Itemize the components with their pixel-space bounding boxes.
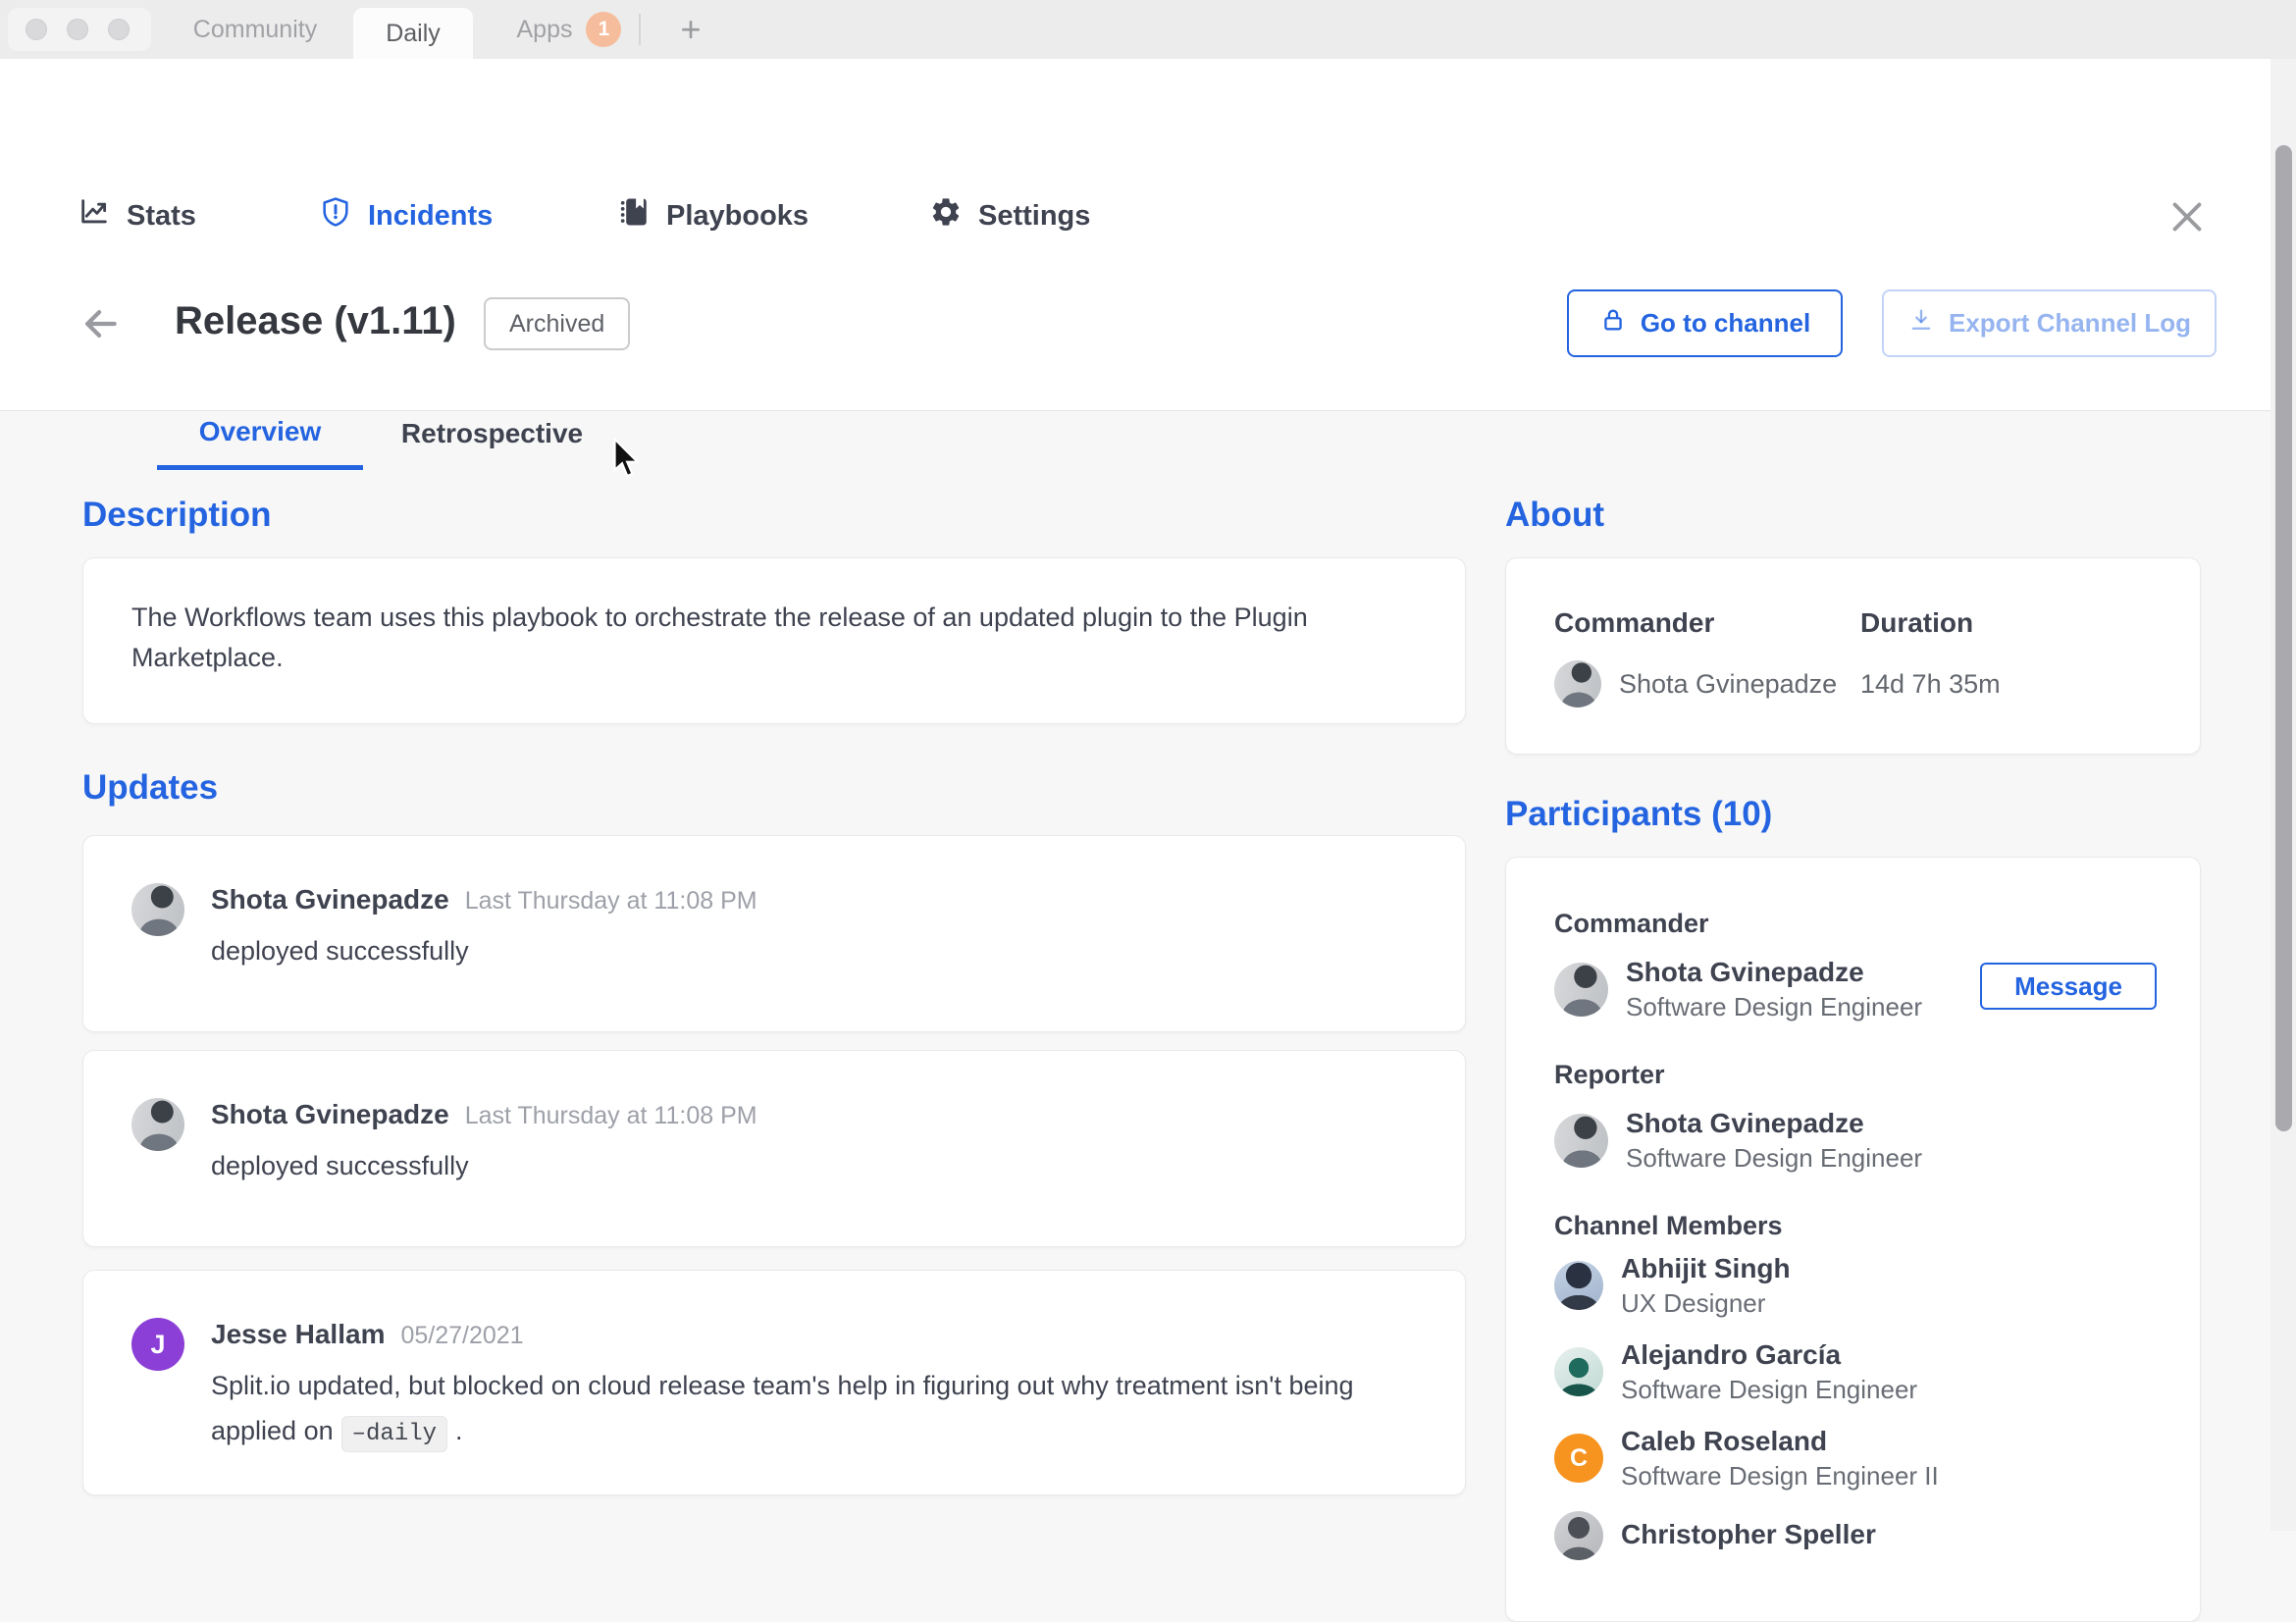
back-arrow-icon[interactable] (78, 302, 122, 345)
update-card: Shota Gvinepadze Last Thursday at 11:08 … (82, 1050, 1466, 1247)
window-maximize-dot[interactable] (108, 19, 130, 40)
avatar: J (131, 1318, 184, 1371)
avatar (1554, 1347, 1603, 1396)
avatar (131, 883, 184, 936)
message-button[interactable]: Message (1980, 963, 2157, 1010)
avatar (1554, 660, 1601, 707)
browser-tab-apps[interactable]: Apps 1 (496, 0, 643, 59)
export-channel-log-button[interactable]: Export Channel Log (1882, 289, 2217, 357)
close-icon[interactable] (2165, 194, 2210, 239)
update-message: deployed successfully (211, 936, 469, 966)
participant-name[interactable]: Shota Gvinepadze (1626, 1108, 1864, 1138)
avatar (131, 1098, 184, 1151)
gear-icon (929, 195, 963, 236)
description-heading: Description (82, 496, 272, 534)
tab-retrospective[interactable]: Retrospective (400, 418, 584, 448)
member-role: UX Designer (1621, 1288, 1766, 1318)
about-heading: About (1505, 496, 1605, 534)
lock-icon (1599, 306, 1627, 340)
member-name[interactable]: Christopher Speller (1621, 1519, 1876, 1549)
member-row: Alejandro García Software Design Enginee… (1554, 1338, 2157, 1405)
participant-role: Software Design Engineer (1626, 1143, 1923, 1173)
member-name[interactable]: Alejandro García (1621, 1339, 1842, 1370)
participants-heading: Participants (10) (1505, 795, 1773, 833)
nav-item-playbooks[interactable]: Playbooks (617, 192, 809, 239)
participant-row-commander: Shota Gvinepadze Software Design Enginee… (1554, 956, 2157, 1022)
member-role: Software Design Engineer II (1621, 1461, 1939, 1491)
member-row: Abhijit Singh UX Designer (1554, 1252, 2157, 1319)
participant-role: Software Design Engineer (1626, 992, 1923, 1021)
participants-card: Commander Shota Gvinepadze Software Desi… (1505, 857, 2201, 1622)
export-channel-log-label: Export Channel Log (1949, 308, 2191, 338)
member-row: Christopher Speller (1554, 1511, 2157, 1560)
update-timestamp: Last Thursday at 11:08 PM (464, 1102, 757, 1129)
avatar (1554, 1113, 1608, 1168)
notebook-icon (617, 195, 651, 236)
commander-label: Commander (1554, 607, 1715, 638)
reporter-label: Reporter (1554, 1060, 1665, 1089)
description-card: The Workflows team uses this playbook to… (82, 557, 1466, 724)
about-card: Commander Shota Gvinepadze Duration 14d … (1505, 557, 2201, 755)
window-controls (8, 8, 151, 51)
member-name[interactable]: Abhijit Singh (1621, 1253, 1791, 1283)
browser-tab-label: Daily (386, 19, 441, 47)
browser-tab-label: Community (192, 15, 318, 43)
update-card: Shota Gvinepadze Last Thursday at 11:08 … (82, 835, 1466, 1032)
status-badge: Archived (484, 297, 631, 350)
update-message: deployed successfully (211, 1151, 469, 1180)
tab-separator (639, 14, 641, 45)
commander-label: Commander (1554, 909, 1709, 938)
member-name[interactable]: Caleb Roseland (1621, 1426, 1828, 1456)
updates-heading: Updates (82, 768, 219, 807)
commander-name[interactable]: Shota Gvinepadze (1619, 668, 1838, 699)
shield-alert-icon (319, 195, 352, 236)
browser-tab-community[interactable]: Community (167, 0, 343, 59)
new-tab-button[interactable]: + (680, 9, 702, 49)
duration-label: Duration (1860, 607, 1974, 638)
member-role: Software Design Engineer (1621, 1375, 1918, 1404)
update-author[interactable]: Shota Gvinepadze (211, 884, 449, 915)
channel-members-label: Channel Members (1554, 1211, 1783, 1240)
avatar (1554, 1261, 1603, 1310)
window-close-dot[interactable] (26, 19, 47, 40)
nav-item-label: Stats (127, 199, 196, 232)
update-card: J Jesse Hallam 05/27/2021 Split.io updat… (82, 1270, 1466, 1495)
nav-item-settings[interactable]: Settings (929, 192, 1090, 239)
update-timestamp: 05/27/2021 (400, 1322, 524, 1349)
apps-count-badge: 1 (586, 12, 622, 47)
nav-item-label: Incidents (368, 199, 494, 232)
tab-overview[interactable]: Overview (157, 397, 363, 470)
page-header: Stats Incidents (0, 59, 2296, 470)
update-author[interactable]: Shota Gvinepadze (211, 1099, 449, 1129)
browser-tab-daily[interactable]: Daily (353, 8, 473, 59)
duration-value: 14d 7h 35m (1860, 668, 2001, 699)
participant-name[interactable]: Shota Gvinepadze (1626, 957, 1864, 987)
mouse-cursor-icon (610, 436, 646, 479)
page-title: Release (v1.11) (175, 299, 456, 342)
go-to-channel-label: Go to channel (1640, 308, 1811, 338)
avatar (1554, 962, 1608, 1017)
download-icon (1907, 306, 1935, 340)
scrollbar-thumb[interactable] (2275, 145, 2292, 1131)
update-message: Split.io updated, but blocked on cloud r… (211, 1363, 1417, 1457)
nav-item-label: Settings (978, 199, 1091, 232)
update-timestamp: Last Thursday at 11:08 PM (464, 887, 757, 915)
description-text: The Workflows team uses this playbook to… (131, 602, 1308, 672)
nav-item-incidents[interactable]: Incidents (319, 192, 493, 239)
avatar (1554, 1511, 1603, 1560)
browser-tab-label: Apps (516, 15, 573, 43)
update-author[interactable]: Jesse Hallam (211, 1319, 386, 1349)
participant-row-reporter: Shota Gvinepadze Software Design Enginee… (1554, 1107, 2157, 1174)
member-row: C Caleb Roseland Software Design Enginee… (1554, 1425, 2157, 1491)
nav-item-label: Playbooks (666, 199, 809, 232)
inline-code-chip: –daily (340, 1416, 448, 1452)
chart-icon (78, 195, 111, 236)
browser-tab-bar: Community Daily Apps 1 + (0, 0, 2296, 59)
avatar: C (1554, 1434, 1603, 1483)
nav-item-stats[interactable]: Stats (78, 192, 196, 239)
go-to-channel-button[interactable]: Go to channel (1567, 289, 1843, 357)
window-minimize-dot[interactable] (67, 19, 88, 40)
scrollbar-track[interactable] (2270, 59, 2296, 1531)
